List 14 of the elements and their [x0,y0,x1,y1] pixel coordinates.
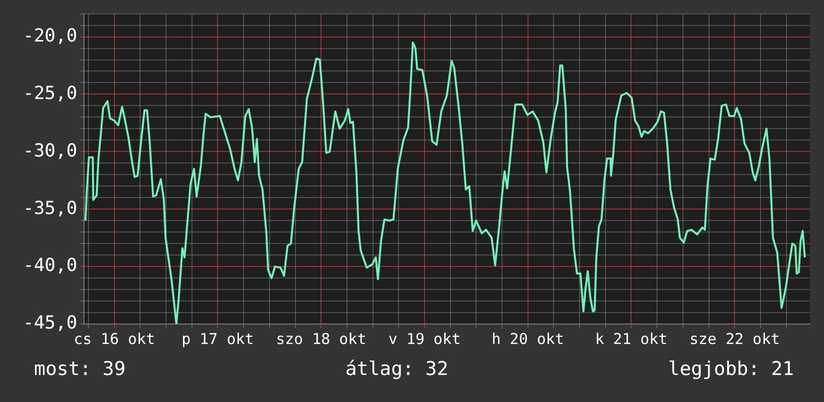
x-tick-label: p 17 okt [182,330,254,348]
text: most: 39 [34,358,126,380]
x-tick-label: v 19 okt [388,330,461,348]
x-tick-label: sze 22 okt [689,330,780,348]
y-tick-label: -25,0 [22,82,78,104]
y-tick-label: -35,0 [22,198,78,219]
y-tick-label: -40,0 [22,255,78,276]
y-tick-label: -30,0 [22,140,78,162]
y-tick-label: -20,0 [22,25,78,46]
text: átlag: 32 [345,358,448,380]
x-tick-label: h 20 okt [492,330,564,348]
x-tick-label: szo 18 okt [276,330,366,348]
text: legjobb: 21 [668,358,794,380]
x-tick-label: k 21 okt [595,330,668,348]
